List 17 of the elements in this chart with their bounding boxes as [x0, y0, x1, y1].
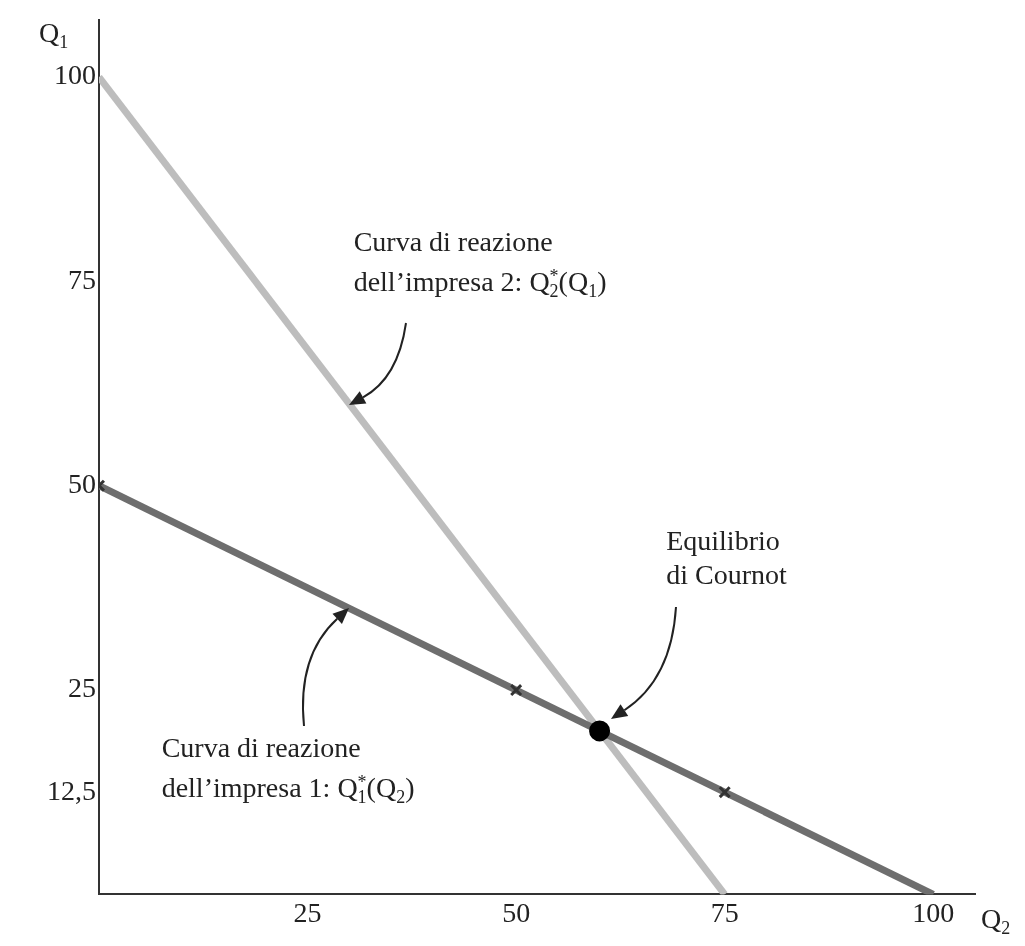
annotation: Curva di reazione dell’impresa 1: Q$^{*}$$_{1}$(Q$_{2}$) [161, 730, 415, 809]
x-tick-label: 75 [710, 896, 739, 928]
x-axis-title: Q$_{2}$ [981, 902, 1011, 941]
point [589, 720, 611, 742]
y-tick-label: 100 [54, 59, 96, 91]
y-tick-label: 25 [68, 672, 96, 704]
x-tick-label: 25 [293, 896, 322, 928]
point [718, 785, 732, 799]
annotation: Equilibrio di Cournot [666, 523, 787, 592]
point [509, 683, 523, 697]
y-axis-title: Q$_{1}$ [39, 15, 69, 54]
x-tick-label: 50 [502, 896, 531, 928]
y-tick-label: 75 [68, 263, 96, 295]
x-tick-label: 100 [912, 896, 955, 928]
y-tick-label: 12,5 [47, 774, 96, 806]
annotation: Curva di reazione dell’impresa 2: Q$^{*}$$_{2}$(Q$_{1}$) [353, 224, 607, 303]
y-tick-label: 50 [68, 468, 96, 500]
